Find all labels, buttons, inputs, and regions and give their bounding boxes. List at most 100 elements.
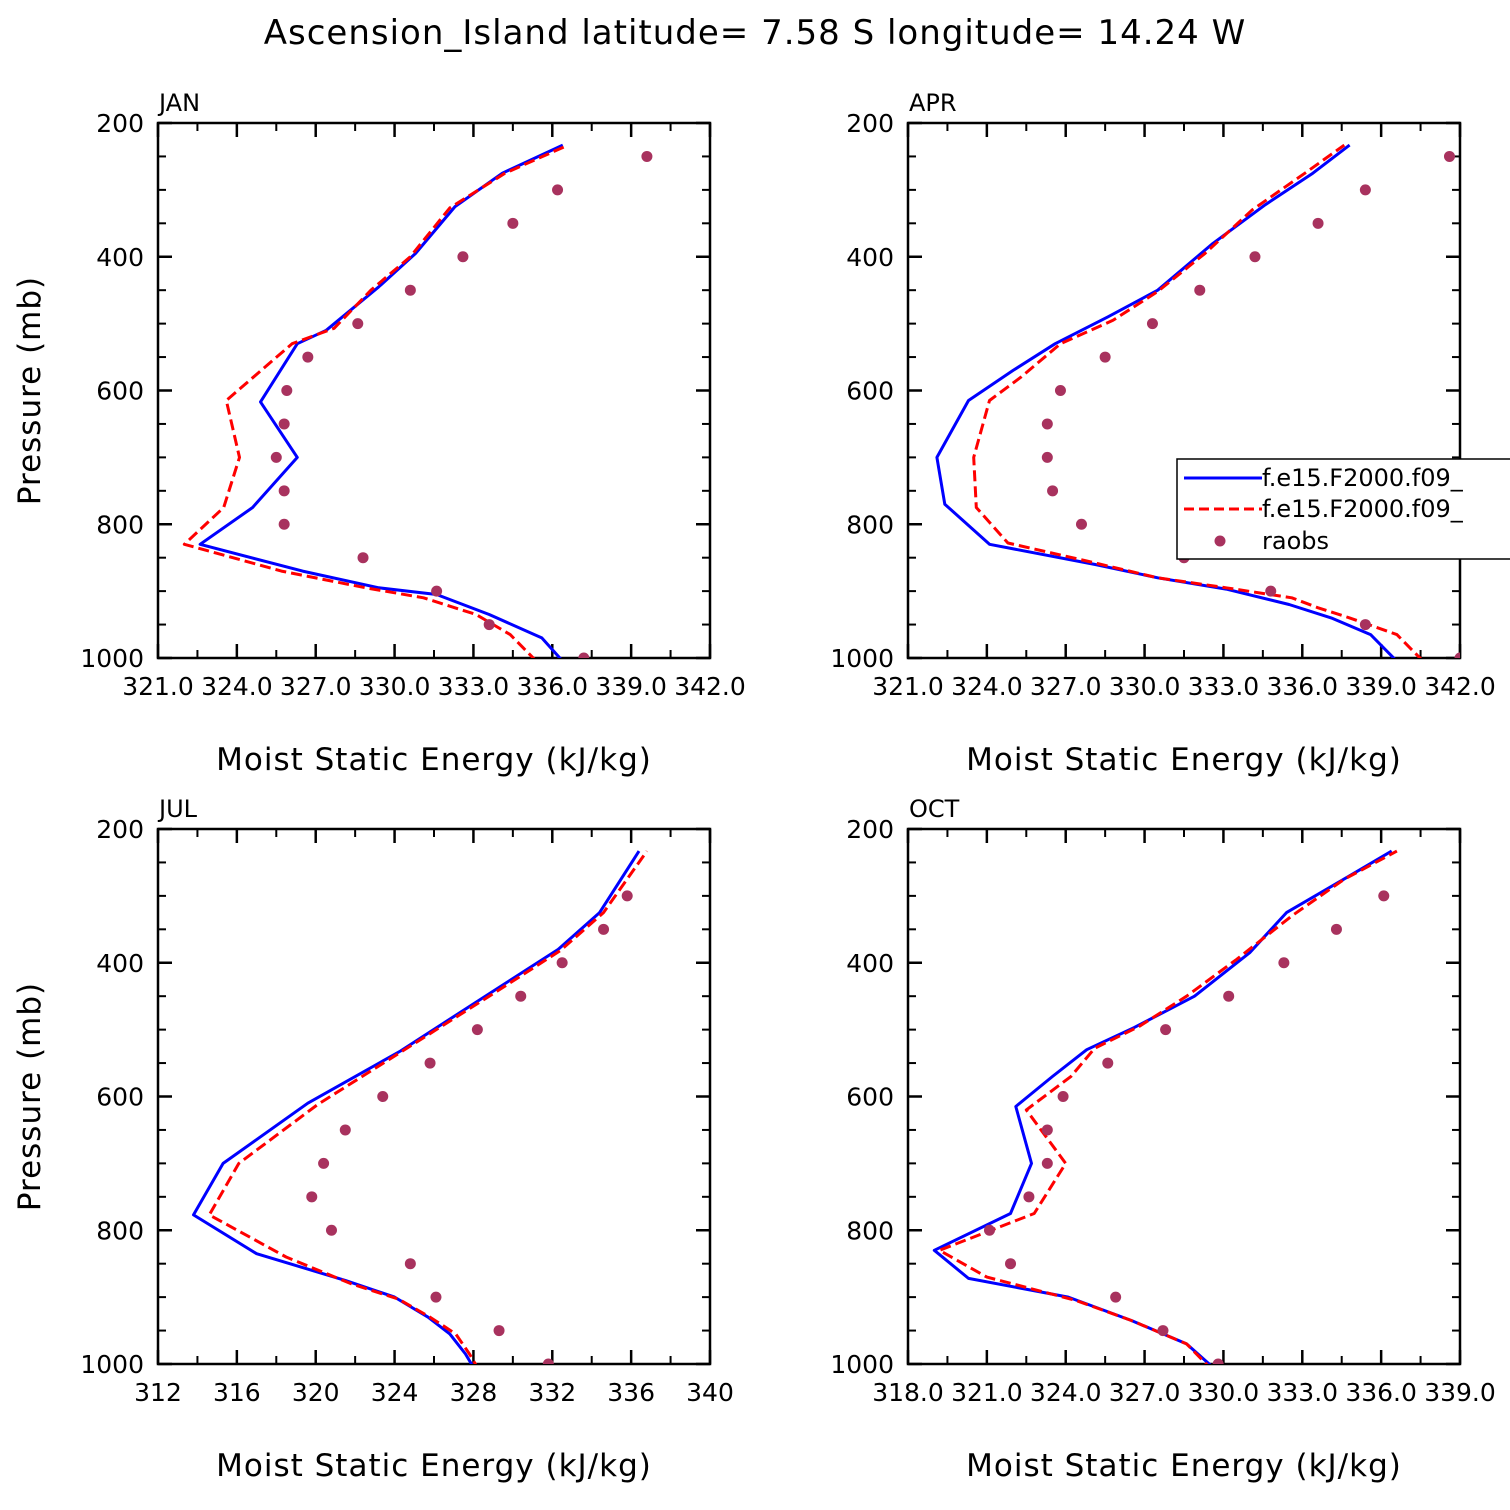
raobs-point xyxy=(556,957,568,969)
y-tick-label: 1000 xyxy=(80,644,144,673)
panel-jan: 321.0 324.0 327.0 330.0 333.0 336.0 339.0 342.0… xyxy=(12,89,746,778)
raobs-point xyxy=(278,518,290,530)
y-tick-label: 200 xyxy=(96,815,144,844)
raobs-point xyxy=(983,1224,995,1236)
y-tick-label: 400 xyxy=(96,243,144,272)
legend-swatch-raobs xyxy=(1214,535,1226,547)
x-tick-label: 336.0 xyxy=(516,672,588,701)
x-tick-label: 342.0 xyxy=(1424,672,1496,701)
raobs-point xyxy=(1047,485,1059,497)
raobs-point xyxy=(1146,318,1158,330)
y-tick-label: 400 xyxy=(846,243,894,272)
plot-frame xyxy=(156,827,712,1366)
x-tick-label: 327.0 xyxy=(1109,1378,1181,1407)
x-tick-label: 321.0 xyxy=(122,672,194,701)
y-tick-label: 600 xyxy=(846,1083,894,1112)
legend: f.e15.F2000.f09_ f.e15.F2000.f09_ raobs xyxy=(1176,458,1510,560)
y-axis-label: Pressure (mb) xyxy=(12,276,48,505)
main-title: Ascension_Island latitude= 7.58 S longit… xyxy=(264,13,1247,53)
raobs-point xyxy=(1160,1024,1172,1036)
data-layer xyxy=(935,143,1460,658)
y-tick-label: 800 xyxy=(846,1216,894,1245)
raobs-point xyxy=(339,1124,351,1136)
raobs-point xyxy=(431,585,443,597)
panel-label: APR xyxy=(909,89,957,117)
raobs-point xyxy=(1443,150,1455,162)
raobs-point xyxy=(281,385,293,396)
x-tick-label: 336.0 xyxy=(1266,672,1338,701)
y-tick-label: 1000 xyxy=(830,644,894,673)
series1-line xyxy=(192,850,641,1364)
raobs-point xyxy=(515,990,527,1002)
x-tick-label: 332 xyxy=(528,1378,576,1407)
y-tick-label: 400 xyxy=(846,949,894,978)
x-axis-label: Moist Static Energy (kJ/kg) xyxy=(966,1448,1402,1484)
x-tick-label: 324.0 xyxy=(1030,1378,1102,1407)
raobs-point xyxy=(1157,1325,1169,1337)
raobs-point xyxy=(278,485,290,497)
y-tick-label: 800 xyxy=(846,510,894,539)
x-tick-label: 342.0 xyxy=(674,672,746,701)
x-tick-label: 327.0 xyxy=(1030,672,1102,701)
raobs-point xyxy=(1041,1124,1053,1136)
raobs-point xyxy=(483,619,495,631)
x-tick-label: 333.0 xyxy=(438,672,510,701)
raobs-point xyxy=(1359,619,1371,631)
y-tick-label: 600 xyxy=(96,1083,144,1112)
x-tick-label: 339.0 xyxy=(1424,1378,1496,1407)
raobs-point xyxy=(404,1258,416,1270)
legend-label-raobs: raobs xyxy=(1262,527,1329,555)
x-tick-label: 324.0 xyxy=(951,672,1023,701)
raobs-point xyxy=(493,1325,505,1337)
raobs-point xyxy=(1194,284,1206,296)
series1-line xyxy=(935,143,1396,658)
x-tick-label: 333.0 xyxy=(1188,672,1260,701)
x-tick-label: 318.0 xyxy=(872,1378,944,1407)
x-axis-label: Moist Static Energy (kJ/kg) xyxy=(966,742,1402,778)
x-tick-label: 321.0 xyxy=(951,1378,1023,1407)
raobs-point xyxy=(1005,1258,1017,1270)
series1-line xyxy=(932,849,1393,1364)
raobs-point xyxy=(1278,957,1290,969)
raobs-point xyxy=(404,284,416,296)
data-layer xyxy=(932,849,1398,1364)
x-tick-label: 327.0 xyxy=(280,672,352,701)
raobs-point xyxy=(278,418,290,430)
raobs-point xyxy=(621,890,633,902)
y-tick-label: 600 xyxy=(96,377,144,406)
raobs-point xyxy=(1054,385,1066,396)
raobs-point xyxy=(1454,652,1460,658)
x-axis-label: Moist Static Energy (kJ/kg) xyxy=(216,742,652,778)
y-tick-label: 1000 xyxy=(80,1350,144,1379)
series2-line xyxy=(972,143,1423,658)
raobs-point xyxy=(1223,990,1235,1002)
raobs-point xyxy=(471,1024,483,1036)
plot-frame xyxy=(906,121,1462,660)
data-layer xyxy=(182,143,653,658)
raobs-point xyxy=(1359,184,1371,196)
raobs-point xyxy=(318,1157,330,1169)
y-tick-label: 200 xyxy=(846,109,894,138)
x-tick-label: 328 xyxy=(450,1378,498,1407)
raobs-point xyxy=(1099,351,1111,363)
raobs-point xyxy=(598,923,610,935)
raobs-point xyxy=(1041,451,1053,463)
x-tick-label: 339.0 xyxy=(1345,672,1417,701)
panel-label: JAN xyxy=(157,89,200,117)
raobs-point xyxy=(1057,1091,1069,1102)
raobs-point xyxy=(1212,1358,1224,1364)
x-tick-label: 321.0 xyxy=(872,672,944,701)
raobs-point xyxy=(552,184,564,196)
raobs-point xyxy=(424,1057,436,1069)
raobs-point xyxy=(1075,518,1087,530)
raobs-point xyxy=(377,1091,389,1102)
y-tick-label: 800 xyxy=(96,510,144,539)
data-layer xyxy=(192,850,649,1364)
raobs-point xyxy=(270,451,282,463)
panel-oct: 318.0 321.0 324.0 327.0 330.0 333.0 336.0 339.0… xyxy=(830,795,1495,1484)
panel-label: JUL xyxy=(157,795,198,823)
series1-line xyxy=(198,143,564,658)
raobs-point xyxy=(1102,1057,1114,1069)
raobs-point xyxy=(507,217,519,229)
